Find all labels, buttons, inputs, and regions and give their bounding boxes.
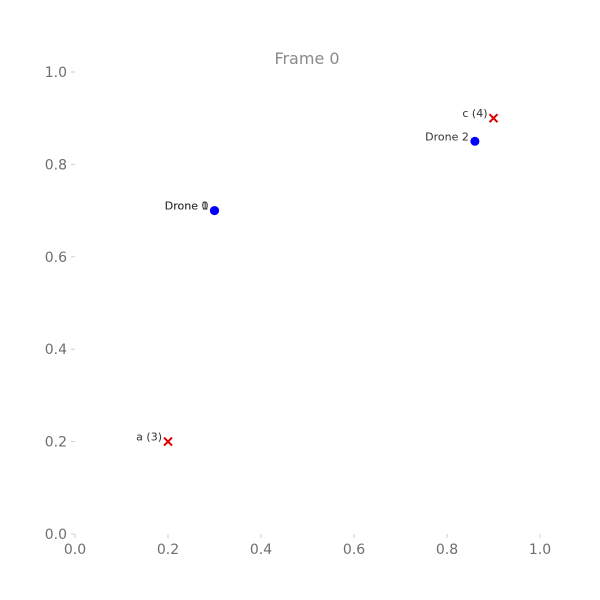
y-tick-label: 0.0 <box>45 527 67 543</box>
x-tick-label: 0.2 <box>157 542 179 558</box>
point-label: Drone 1 <box>165 200 209 213</box>
y-tick-label: 1.0 <box>45 65 67 81</box>
y-tick-label: 0.4 <box>45 342 67 358</box>
x-tick-label: 1.0 <box>529 542 551 558</box>
drone-marker <box>210 206 219 216</box>
point-label: c (4) <box>462 107 487 120</box>
y-tick-label: 0.2 <box>45 435 67 451</box>
drone-marker <box>470 136 480 146</box>
chart-title: Frame 0 <box>274 49 339 68</box>
y-tick-label: 0.6 <box>45 250 67 266</box>
x-axis: 0.0 0.2 0.4 0.6 0.8 1.0 <box>64 534 551 558</box>
y-tick-label: 0.8 <box>45 157 67 173</box>
point-label: a (3) <box>136 431 162 444</box>
x-tick-label: 0.0 <box>64 542 86 558</box>
x-tick-label: 0.8 <box>436 542 458 558</box>
target-marker <box>488 113 499 123</box>
point-label: Drone 2 <box>425 130 469 143</box>
x-tick-label: 0.6 <box>343 542 365 558</box>
target-marker <box>163 436 173 447</box>
point-label: Drone 0 <box>165 200 209 213</box>
x-tick-label: 0.4 <box>250 542 272 558</box>
y-axis: 0.0 0.2 0.4 0.6 0.8 1.0 <box>45 65 75 543</box>
